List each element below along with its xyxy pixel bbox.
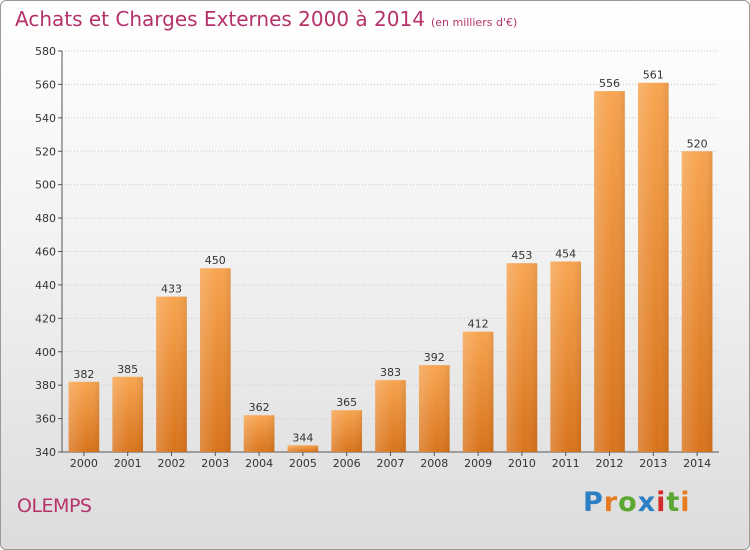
logo-letter: t (666, 487, 681, 518)
y-tick-label: 400 (35, 346, 56, 359)
y-tick-label: 480 (35, 212, 56, 225)
data-label: 454 (555, 248, 576, 261)
x-tick-label: 2005 (289, 457, 317, 470)
data-label: 556 (599, 77, 620, 90)
data-label: 412 (468, 318, 489, 331)
bar-shade (506, 263, 538, 452)
x-tick-label: 2010 (508, 457, 536, 470)
x-tick-label: 2004 (245, 457, 273, 470)
data-label: 365 (336, 396, 357, 409)
y-tick-label: 520 (35, 145, 56, 158)
bar-shade (594, 91, 625, 452)
logo-letter: x (637, 487, 657, 518)
x-tick-label: 2000 (70, 457, 98, 470)
bar-shade (331, 410, 363, 452)
y-tick-label: 500 (35, 179, 56, 192)
chart-title: Achats et Charges Externes 2000 à 2014 (e… (15, 7, 517, 31)
data-label: 362 (249, 401, 270, 414)
y-tick-label: 420 (35, 312, 56, 325)
bar-shade (112, 376, 144, 452)
value-labels: 382 385 433 450 362 344 365 383 392 412 453 454 556 5… (73, 69, 707, 445)
tick-labels: 340 360 380 400 420 440 460 480 500 520 540 560 580 2… (35, 45, 711, 470)
data-label: 383 (380, 366, 401, 379)
data-label: 433 (161, 283, 182, 296)
logo-letter: P (583, 487, 604, 518)
bar-shade (156, 296, 187, 452)
bar-shade (287, 445, 319, 452)
logo-letter: r (603, 487, 619, 518)
bar-shade (68, 381, 100, 452)
logo-letter: i (656, 487, 667, 518)
y-tick-label: 540 (35, 112, 56, 125)
bar-shade (462, 331, 494, 452)
bar-shade (243, 415, 275, 452)
x-tick-label: 2011 (552, 457, 580, 470)
x-tick-label: 2013 (639, 457, 667, 470)
x-tick-label: 2008 (420, 457, 448, 470)
y-tick-label: 340 (35, 446, 56, 459)
x-tick-label: 2012 (596, 457, 624, 470)
x-tick-label: 2002 (158, 457, 186, 470)
y-tick-label: 560 (35, 78, 56, 91)
y-tick-label: 380 (35, 379, 56, 392)
data-label: 561 (643, 69, 664, 82)
proxiti-logo: Proxiti (583, 487, 691, 518)
bar-shade (681, 151, 713, 452)
x-tick-label: 2001 (114, 457, 142, 470)
x-tick-label: 2006 (333, 457, 361, 470)
data-label: 385 (117, 363, 138, 376)
bar-shade (550, 261, 582, 452)
data-label: 392 (424, 351, 445, 364)
bar-shade (637, 82, 669, 452)
x-tick-label: 2003 (201, 457, 229, 470)
data-label: 450 (205, 254, 226, 267)
y-tick-label: 440 (35, 279, 56, 292)
data-label: 520 (687, 137, 708, 150)
bar-shade (418, 365, 450, 452)
title-text: Achats et Charges Externes 2000 à 2014 (15, 7, 425, 31)
data-label: 453 (511, 249, 532, 262)
y-tick-label: 580 (35, 45, 56, 58)
data-label: 382 (73, 368, 94, 381)
town-name: OLEMPS (17, 495, 92, 517)
x-tick-label: 2007 (377, 457, 405, 470)
x-tick-label: 2014 (683, 457, 711, 470)
x-tick-label: 2009 (464, 457, 492, 470)
bar-shade (199, 268, 231, 452)
bars (68, 82, 713, 452)
bar-shade (375, 380, 406, 452)
data-label: 344 (292, 431, 313, 444)
chart-subtitle: (en milliers d'€) (430, 16, 518, 29)
y-tick-label: 460 (35, 246, 56, 259)
logo-letter: i (680, 487, 691, 518)
logo-letter: o (618, 487, 638, 518)
y-tick-label: 360 (35, 413, 56, 426)
